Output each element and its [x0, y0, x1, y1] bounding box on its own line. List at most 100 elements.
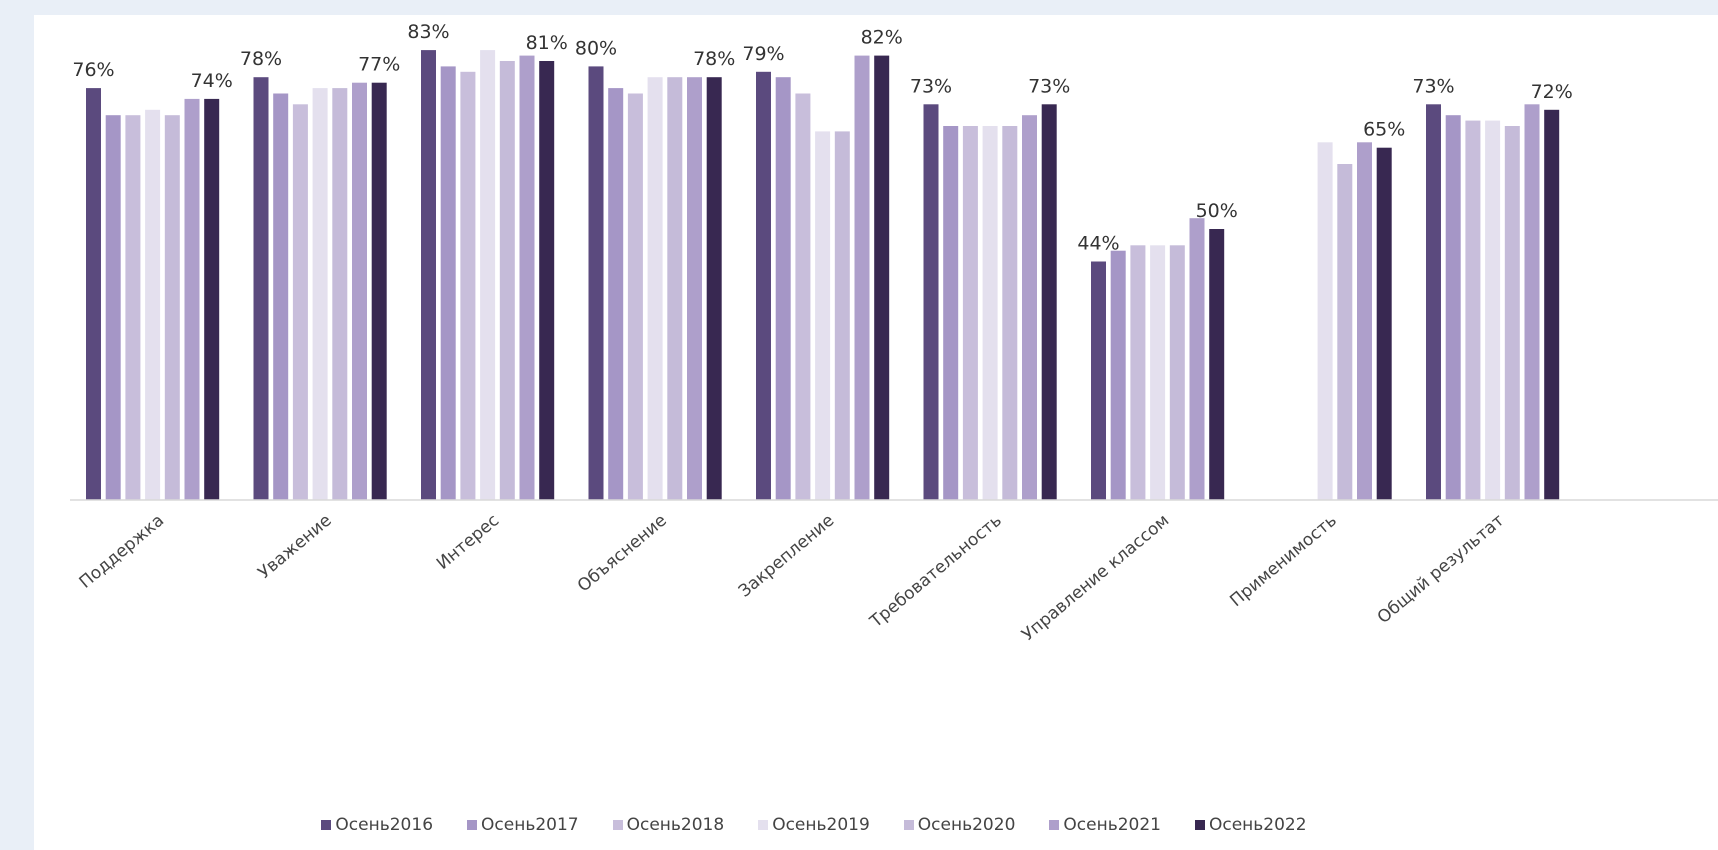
legend: Осень2016 Осень2017 Осень2018 Осень2019 Осен… [34, 815, 1594, 835]
bar-1-0 [253, 77, 269, 500]
data-label-8: 79% [742, 43, 784, 65]
bar-0-4 [164, 115, 180, 500]
bar-3-6 [706, 77, 722, 500]
bar-5-1 [943, 126, 959, 500]
bar-3-4 [667, 77, 683, 500]
legend-item-3: Осень2019 [758, 815, 870, 835]
data-label-2: 78% [240, 48, 282, 70]
bar-2-0 [421, 50, 436, 500]
bar-5-5 [1022, 115, 1037, 500]
bar-0-3 [145, 109, 161, 501]
bar-0-0 [86, 88, 101, 500]
category-label-4: Закрепление [735, 511, 838, 602]
bar-8-2 [1465, 120, 1481, 500]
bar-6-4 [1169, 245, 1185, 500]
bar-3-1 [608, 88, 624, 500]
data-label-3: 77% [358, 54, 400, 76]
data-label-0: 76% [72, 59, 114, 81]
bar-1-2 [292, 104, 308, 501]
bar-1-6 [371, 82, 387, 500]
bar-7-6 [1376, 147, 1392, 500]
bar-6-1 [1110, 250, 1126, 500]
bar-5-0 [923, 104, 939, 501]
bar-2-2 [460, 71, 476, 501]
bar-1-5 [352, 82, 367, 500]
data-label-15: 73% [1412, 75, 1454, 97]
bar-8-5 [1524, 104, 1540, 501]
category-label-2: Интерес [433, 511, 503, 574]
bar-0-5 [184, 98, 200, 501]
data-label-7: 78% [693, 48, 735, 70]
bar-3-0 [588, 66, 604, 501]
category-labels-layer: Поддержка Уважение Интерес Объяснение Закреп… [76, 510, 1509, 645]
category-label-5: Требовательность [866, 511, 1006, 633]
bar-8-1 [1445, 115, 1461, 500]
category-label-8: Общий результат [1374, 510, 1509, 627]
bar-chart: 76% 74% 78% 77% 83% 81% 80% 78% 79% 82% 73% 73% 44% 5… [70, 21, 1718, 645]
bar-2-5 [519, 55, 535, 500]
bar-0-6 [204, 98, 220, 501]
data-label-1: 74% [191, 70, 233, 92]
bar-6-6 [1209, 229, 1225, 500]
legend-label-5: Осень2021 [1063, 815, 1161, 835]
data-label-12: 44% [1077, 233, 1119, 255]
bar-3-3 [647, 77, 663, 500]
bar-8-6 [1544, 109, 1560, 501]
legend-label-6: Осень2022 [1208, 815, 1307, 835]
bar-7-3 [1317, 142, 1333, 501]
bar-6-5 [1189, 218, 1205, 500]
bar-1-3 [312, 88, 328, 500]
legend-item-5: Осень2021 [1049, 815, 1161, 835]
bar-6-3 [1150, 245, 1166, 500]
legend-label-0: Осень2016 [335, 815, 434, 835]
bar-4-6 [874, 55, 890, 500]
data-label-14: 65% [1363, 119, 1405, 141]
data-label-13: 50% [1196, 200, 1238, 222]
bar-5-6 [1041, 104, 1057, 501]
legend-label-4: Осень2020 [917, 815, 1016, 835]
data-label-6: 80% [575, 37, 617, 59]
data-labels-layer: 76% 74% 78% 77% 83% 81% 80% 78% 79% 82% 73% 73% 44% 5… [72, 21, 1572, 254]
bar-2-3 [480, 50, 496, 500]
legend-swatch-6 [1194, 820, 1205, 830]
category-label-7: Применимость [1226, 511, 1340, 612]
bar-7-4 [1337, 164, 1353, 500]
bar-2-1 [440, 66, 456, 501]
category-label-0: Поддержка [76, 511, 168, 593]
data-label-11: 73% [1028, 75, 1070, 97]
legend-label-2: Осень2018 [626, 815, 725, 835]
bar-4-1 [775, 77, 791, 500]
legend-swatch-1 [467, 820, 478, 830]
bar-7-5 [1357, 142, 1372, 501]
category-label-1: Уважение [254, 511, 335, 584]
legend-swatch-2 [612, 820, 623, 830]
legend-item-4: Осень2020 [903, 815, 1016, 835]
data-label-4: 83% [407, 21, 449, 43]
bar-5-2 [962, 126, 978, 500]
legend-item-6: Осень2022 [1194, 815, 1307, 835]
data-label-16: 72% [1531, 81, 1573, 103]
bar-4-3 [815, 131, 831, 500]
bars-layer [86, 50, 1560, 501]
legend-item-2: Осень2018 [612, 815, 725, 835]
legend-item-0: Осень2016 [321, 815, 433, 835]
bar-5-3 [982, 126, 998, 500]
bar-8-4 [1504, 126, 1520, 500]
bar-3-2 [627, 93, 643, 500]
bar-2-6 [539, 61, 555, 500]
bar-4-4 [834, 131, 850, 500]
data-label-9: 82% [861, 27, 903, 49]
bar-5-4 [1002, 126, 1018, 500]
bar-6-2 [1130, 245, 1146, 500]
legend-swatch-0 [321, 820, 332, 830]
chart-panel: 76% 74% 78% 77% 83% 81% 80% 78% 79% 82% 73% 73% 44% 5… [34, 15, 1718, 850]
bar-4-5 [854, 55, 870, 500]
bar-1-4 [332, 88, 348, 500]
legend-swatch-3 [758, 820, 769, 830]
bar-6-0 [1091, 261, 1106, 500]
bar-0-1 [105, 115, 121, 500]
legend-label-1: Осень2017 [481, 815, 579, 835]
category-label-3: Объяснение [574, 511, 671, 597]
bar-8-0 [1426, 104, 1441, 501]
legend-swatch-5 [1049, 820, 1060, 830]
